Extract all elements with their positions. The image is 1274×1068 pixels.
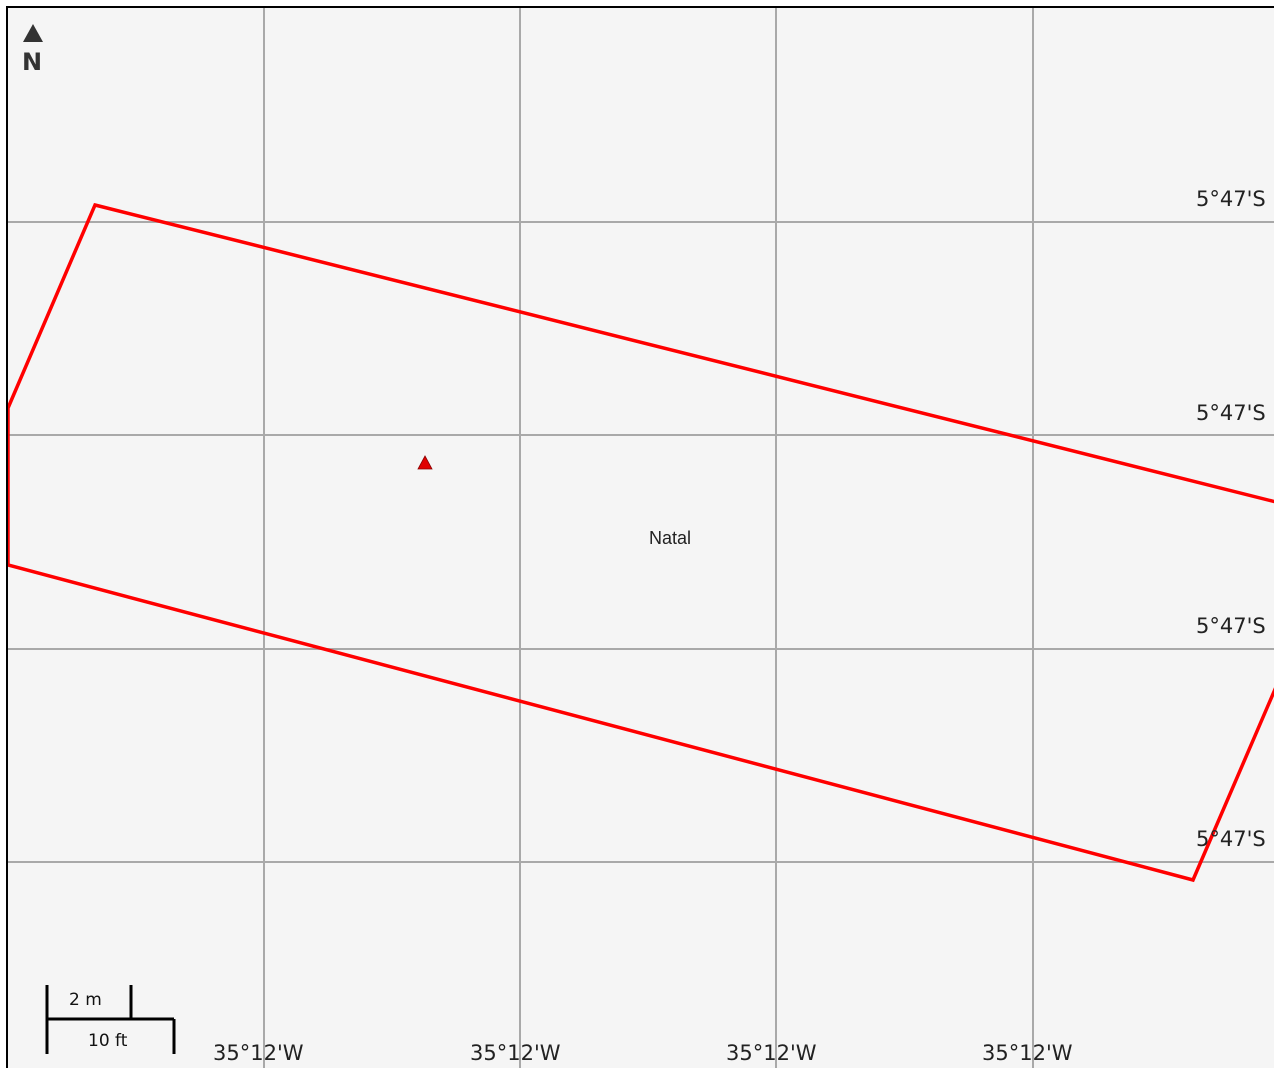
scale-bar-metric-label: 2 m — [69, 990, 102, 1010]
longitude-label: 35°12'W — [982, 1041, 1073, 1065]
latitude-label: 5°47'S — [1196, 614, 1266, 638]
scale-bar: 2 m 10 ft — [45, 985, 176, 1054]
latitude-grid — [8, 221, 1274, 863]
latitude-label: 5°47'S — [1196, 827, 1266, 851]
red-triangle-marker-icon[interactable] — [417, 455, 433, 470]
latitude-label: 5°47'S — [1196, 187, 1266, 211]
longitude-grid — [263, 8, 1034, 1068]
map-canvas[interactable]: Natal 5°47'S 5°47'S 5°47'S 5°47'S 35°12'… — [6, 6, 1274, 1068]
north-arrow-label: N — [22, 48, 42, 76]
scale-bar-imperial-label: 10 ft — [88, 1031, 128, 1051]
latitude-label: 5°47'S — [1196, 401, 1266, 425]
north-arrow-icon: N — [22, 24, 43, 76]
longitude-label: 35°12'W — [470, 1041, 561, 1065]
place-label: Natal — [649, 528, 691, 548]
longitude-label: 35°12'W — [213, 1041, 304, 1065]
longitude-label: 35°12'W — [726, 1041, 817, 1065]
boundary-polygon[interactable] — [8, 202, 1274, 883]
